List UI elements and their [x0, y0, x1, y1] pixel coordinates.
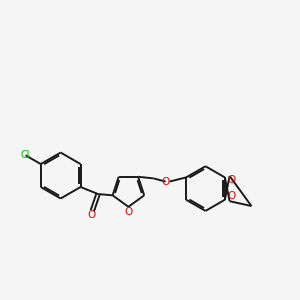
Text: O: O: [162, 177, 170, 187]
Text: O: O: [227, 176, 235, 185]
Text: Cl: Cl: [21, 150, 30, 160]
Text: O: O: [87, 210, 95, 220]
Text: O: O: [227, 191, 235, 201]
Text: O: O: [124, 207, 133, 217]
